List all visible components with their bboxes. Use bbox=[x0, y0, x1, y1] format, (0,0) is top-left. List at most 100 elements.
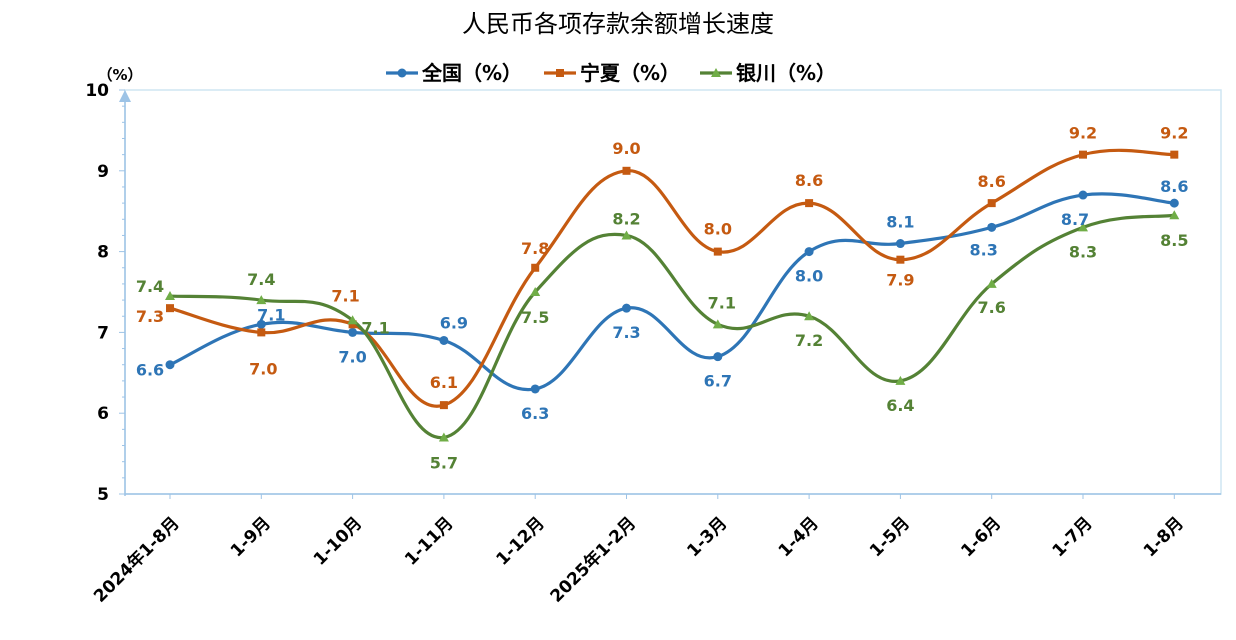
data-point bbox=[1169, 198, 1179, 208]
data-point bbox=[530, 384, 540, 394]
data-label: 6.6 bbox=[136, 361, 164, 380]
data-label: 6.3 bbox=[521, 404, 549, 423]
data-point bbox=[165, 291, 175, 301]
data-point bbox=[896, 255, 905, 264]
x-tick-label: 1-5月 bbox=[866, 513, 914, 561]
data-point bbox=[713, 247, 722, 256]
data-label: 7.4 bbox=[136, 277, 164, 296]
data-point bbox=[256, 295, 267, 305]
legend-label: 银川（%） bbox=[736, 61, 836, 85]
x-tick-label: 1-10月 bbox=[310, 513, 366, 569]
data-label: 6.9 bbox=[440, 313, 468, 332]
data-label: 9.0 bbox=[612, 139, 640, 158]
y-tick-label: 5 bbox=[97, 485, 109, 505]
data-label: 7.6 bbox=[978, 298, 1006, 317]
data-label: 8.1 bbox=[886, 213, 914, 232]
axes: 5 6 7 8 9 10 2024年1-8月 1-9月 1-10月 1-11月 1-12月2025年… bbox=[85, 81, 1221, 607]
legend-label: 全国（%） bbox=[421, 61, 522, 85]
data-point bbox=[438, 432, 449, 442]
data-point bbox=[439, 401, 448, 410]
x-tick-label: 1-7月 bbox=[1049, 513, 1097, 561]
data-point bbox=[987, 199, 996, 208]
data-labels-layer: 6.6 7.1 7.0 6.9 6.3 7.3 6.7 8.0 8.1 8.3 8.7 8.6 7.3 7… bbox=[136, 124, 1189, 473]
data-point bbox=[986, 278, 997, 288]
data-point bbox=[556, 69, 564, 77]
data-point bbox=[531, 263, 540, 272]
data-point bbox=[804, 311, 815, 321]
data-point bbox=[256, 319, 266, 329]
y-tick-label: 8 bbox=[97, 243, 109, 263]
series-1 bbox=[166, 148, 1179, 410]
data-label: 8.0 bbox=[795, 267, 823, 286]
data-label: 8.2 bbox=[612, 209, 640, 228]
data-point bbox=[711, 68, 721, 77]
data-point bbox=[165, 360, 175, 370]
data-point bbox=[530, 287, 541, 296]
series-line bbox=[169, 192, 1175, 392]
data-point bbox=[1078, 222, 1088, 232]
legend-label: 宁夏（%） bbox=[580, 61, 680, 85]
series-0 bbox=[165, 190, 1179, 394]
legend-item-0: 全国（%） bbox=[386, 61, 522, 85]
data-point bbox=[348, 327, 358, 337]
data-label: 7.3 bbox=[612, 323, 640, 342]
data-label: 6.7 bbox=[704, 372, 732, 391]
data-point bbox=[347, 315, 358, 325]
data-label: 7.4 bbox=[247, 270, 275, 289]
data-label: 7.3 bbox=[136, 307, 164, 326]
data-label: 7.5 bbox=[521, 308, 549, 327]
plot-area-border bbox=[124, 89, 1222, 495]
data-label: 7.1 bbox=[257, 305, 285, 324]
chart-title: 人民币各项存款余额增长速度 bbox=[462, 10, 774, 38]
x-tick-label: 1-11月 bbox=[401, 513, 457, 569]
data-point bbox=[804, 247, 814, 257]
data-label: 7.1 bbox=[708, 293, 736, 312]
data-point bbox=[895, 375, 906, 385]
data-label: 7.1 bbox=[361, 318, 389, 337]
data-label: 8.6 bbox=[1160, 177, 1188, 196]
data-label: 8.6 bbox=[795, 171, 823, 190]
data-label: 8.6 bbox=[978, 172, 1006, 191]
data-label: 7.8 bbox=[521, 239, 549, 258]
data-label: 8.0 bbox=[704, 220, 732, 239]
y-axis-arrow bbox=[119, 90, 131, 102]
x-tick-label: 2025年1-2月 bbox=[546, 513, 640, 607]
y-tick-label: 9 bbox=[97, 162, 109, 182]
data-point bbox=[895, 239, 905, 249]
data-point bbox=[439, 335, 449, 345]
data-point bbox=[1169, 210, 1180, 220]
data-label: 7.2 bbox=[795, 331, 823, 350]
x-tick-label: 1-6月 bbox=[957, 513, 1005, 561]
legend-item-2: 银川（%） bbox=[700, 61, 836, 85]
data-label: 8.5 bbox=[1160, 231, 1188, 250]
series-layer bbox=[165, 148, 1180, 442]
data-label: 8.3 bbox=[1069, 242, 1097, 261]
y-tick-label: 7 bbox=[97, 323, 109, 343]
data-point bbox=[805, 199, 814, 208]
data-label: 8.3 bbox=[970, 240, 998, 259]
y-tick-label: 10 bbox=[85, 81, 109, 101]
legend-item-1: 宁夏（%） bbox=[544, 61, 680, 85]
data-label: 7.1 bbox=[331, 286, 359, 305]
data-label: 9.2 bbox=[1069, 124, 1097, 143]
data-point bbox=[1170, 150, 1179, 159]
data-point bbox=[397, 68, 407, 78]
data-label: 7.0 bbox=[338, 347, 366, 366]
data-point bbox=[622, 303, 631, 313]
data-point bbox=[987, 222, 997, 232]
data-label: 9.2 bbox=[1160, 124, 1188, 143]
x-tick-label: 2024年1-8月 bbox=[89, 513, 183, 607]
legend: 全国（%） 宁夏（%） 银川（%） bbox=[386, 61, 836, 85]
data-point bbox=[166, 304, 174, 313]
data-label: 6.4 bbox=[886, 396, 914, 415]
x-tick-label: 1-9月 bbox=[227, 513, 275, 561]
data-label: 6.1 bbox=[430, 373, 458, 392]
y-tick-label: 6 bbox=[97, 404, 109, 424]
data-point bbox=[621, 230, 632, 240]
data-label: 7.0 bbox=[249, 359, 277, 378]
data-point bbox=[1078, 190, 1088, 200]
series-2 bbox=[165, 210, 1180, 442]
data-point bbox=[348, 320, 357, 329]
x-tick-label: 1-12月 bbox=[492, 513, 548, 569]
x-tick-label: 1-8月 bbox=[1140, 513, 1188, 561]
